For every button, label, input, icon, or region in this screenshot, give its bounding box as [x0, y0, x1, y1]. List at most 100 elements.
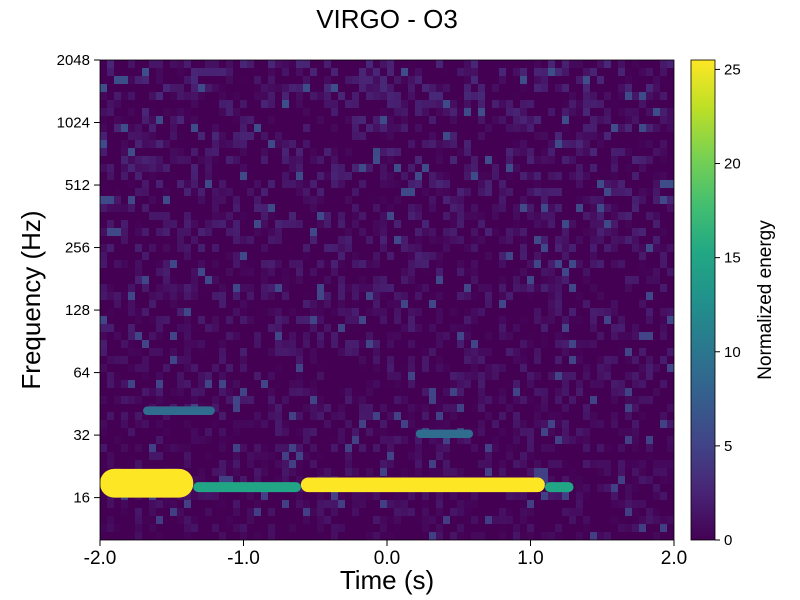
noise-cell [660, 324, 668, 333]
noise-cell [366, 92, 374, 101]
noise-cell [135, 324, 143, 333]
noise-cell [485, 180, 493, 189]
noise-cell [576, 492, 584, 501]
noise-cell [226, 156, 234, 165]
noise-cell [485, 164, 493, 173]
noise-cell [177, 60, 185, 69]
noise-cell [324, 316, 332, 325]
noise-cell [534, 452, 542, 461]
noise-cell [261, 260, 269, 269]
noise-cell [590, 508, 598, 517]
noise-cell [478, 132, 486, 141]
noise-cell [653, 252, 661, 261]
noise-cell [408, 100, 416, 109]
noise-cell [170, 116, 178, 125]
noise-cell [590, 532, 598, 540]
noise-cell [527, 76, 535, 85]
noise-cell [527, 492, 535, 501]
noise-cell [583, 372, 591, 381]
noise-cell [478, 180, 486, 189]
noise-cell [443, 524, 451, 533]
noise-cell [135, 452, 143, 461]
noise-cell [268, 236, 276, 245]
noise-cell [296, 492, 304, 501]
noise-cell [457, 492, 465, 501]
noise-cell [240, 172, 248, 181]
noise-cell [156, 236, 164, 245]
noise-cell [653, 420, 661, 429]
noise-cell [499, 140, 507, 149]
noise-cell [324, 188, 332, 197]
noise-cell [128, 260, 136, 269]
noise-cell [625, 468, 633, 477]
noise-cell [471, 452, 479, 461]
noise-cell [366, 212, 374, 221]
noise-cell [170, 524, 178, 533]
noise-cell [275, 212, 283, 221]
noise-cell [653, 396, 661, 405]
noise-cell [184, 260, 192, 269]
noise-cell [247, 444, 255, 453]
noise-cell [359, 196, 367, 205]
noise-cell [282, 308, 290, 317]
noise-cell [625, 156, 633, 165]
noise-cell [205, 300, 213, 309]
noise-cell [667, 60, 674, 69]
noise-cell [604, 324, 612, 333]
noise-cell [387, 364, 395, 373]
noise-cell [128, 420, 136, 429]
noise-cell [583, 404, 591, 413]
noise-cell [198, 300, 206, 309]
noise-cell [527, 236, 535, 245]
noise-cell [450, 84, 458, 93]
noise-cell [380, 356, 388, 365]
noise-cell [296, 92, 304, 101]
noise-cell [359, 372, 367, 381]
noise-cell [555, 212, 563, 221]
noise-cell [142, 412, 150, 421]
noise-cell [135, 244, 143, 253]
noise-cell [338, 228, 346, 237]
noise-cell [366, 148, 374, 157]
noise-cell [191, 292, 199, 301]
noise-cell [569, 324, 577, 333]
noise-cell [513, 420, 521, 429]
noise-cell [576, 148, 584, 157]
noise-cell [121, 404, 129, 413]
noise-cell [436, 84, 444, 93]
noise-cell [562, 492, 570, 501]
noise-cell [632, 180, 640, 189]
noise-cell [142, 156, 150, 165]
noise-cell [464, 244, 472, 253]
noise-cell [331, 276, 339, 285]
noise-cell [415, 124, 423, 133]
noise-cell [408, 148, 416, 157]
noise-cell [506, 132, 514, 141]
noise-cell [289, 476, 297, 485]
noise-cell [485, 516, 493, 525]
noise-cell [618, 188, 626, 197]
noise-cell [478, 172, 486, 181]
noise-cell [142, 220, 150, 229]
noise-cell [331, 444, 339, 453]
noise-cell [632, 348, 640, 357]
noise-cell [387, 212, 395, 221]
noise-cell [527, 68, 535, 77]
noise-cell [597, 204, 605, 213]
noise-cell [366, 188, 374, 197]
noise-cell [177, 436, 185, 445]
noise-cell [296, 60, 304, 69]
noise-cell [478, 348, 486, 357]
noise-cell [401, 356, 409, 365]
noise-cell [149, 220, 157, 229]
noise-cell [303, 196, 311, 205]
noise-cell [492, 428, 500, 437]
noise-cell [639, 396, 647, 405]
noise-cell [114, 172, 122, 181]
noise-cell [114, 236, 122, 245]
noise-cell [527, 60, 535, 69]
noise-cell [366, 60, 374, 69]
noise-cell [499, 444, 507, 453]
noise-cell [562, 500, 570, 509]
noise-cell [121, 100, 129, 109]
